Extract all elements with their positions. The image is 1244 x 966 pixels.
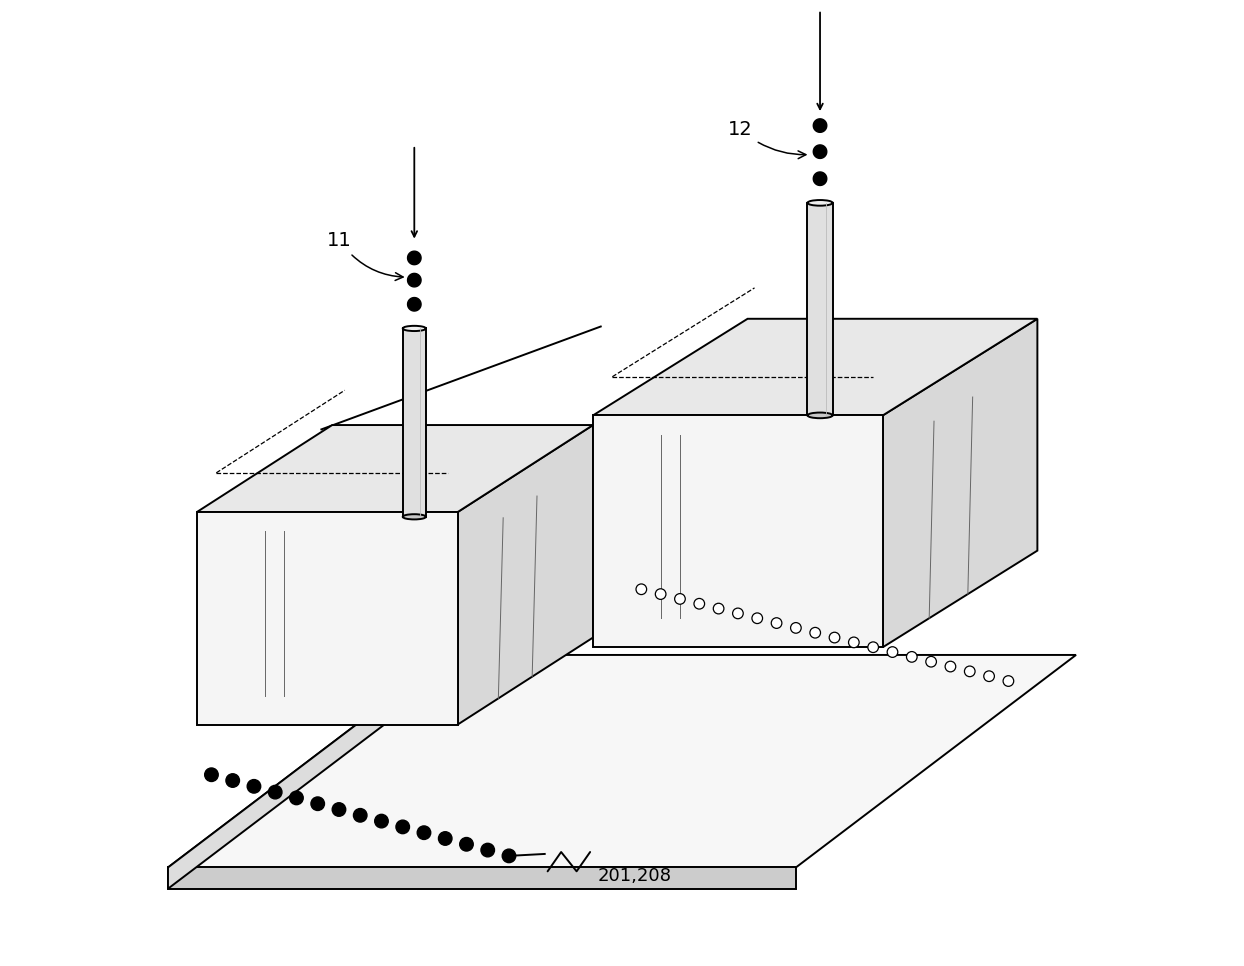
Circle shape [713,603,724,614]
Text: 11: 11 [327,231,403,280]
Polygon shape [197,425,593,512]
Circle shape [868,642,878,653]
Polygon shape [814,119,827,132]
Polygon shape [458,425,593,724]
Text: 201,208: 201,208 [598,867,672,885]
Circle shape [503,849,516,863]
Circle shape [791,622,801,634]
Circle shape [771,618,782,629]
Ellipse shape [807,412,832,418]
Circle shape [353,809,367,822]
Polygon shape [814,145,827,158]
Polygon shape [408,298,420,311]
Circle shape [887,647,898,657]
Circle shape [945,661,955,672]
Circle shape [656,589,666,599]
Circle shape [694,599,704,610]
Polygon shape [168,867,796,889]
Ellipse shape [807,200,832,206]
Circle shape [674,593,685,605]
Circle shape [374,814,388,828]
Circle shape [311,797,325,810]
Circle shape [810,628,821,638]
Circle shape [332,803,346,816]
Polygon shape [168,655,1076,867]
Circle shape [248,780,261,793]
Polygon shape [197,512,458,724]
Polygon shape [168,655,448,889]
Polygon shape [883,319,1037,647]
Circle shape [1003,676,1014,686]
Polygon shape [593,319,1037,415]
Circle shape [984,670,994,682]
Ellipse shape [403,326,425,331]
Polygon shape [408,273,420,287]
Circle shape [396,820,409,834]
Circle shape [417,826,430,839]
Circle shape [269,785,282,799]
Polygon shape [807,203,832,415]
Polygon shape [593,415,883,647]
Circle shape [481,843,494,857]
Circle shape [907,651,917,663]
Circle shape [830,632,840,643]
Circle shape [733,609,743,619]
Circle shape [848,638,860,647]
Ellipse shape [403,514,425,520]
Circle shape [926,657,937,667]
Polygon shape [403,328,425,517]
Polygon shape [814,172,827,185]
Circle shape [205,768,218,781]
Polygon shape [408,251,420,265]
Circle shape [438,832,452,845]
Circle shape [636,583,647,594]
Circle shape [964,667,975,676]
Circle shape [226,774,239,787]
Text: 12: 12 [728,120,806,158]
Circle shape [290,791,304,805]
Circle shape [751,613,763,624]
Circle shape [460,838,473,851]
